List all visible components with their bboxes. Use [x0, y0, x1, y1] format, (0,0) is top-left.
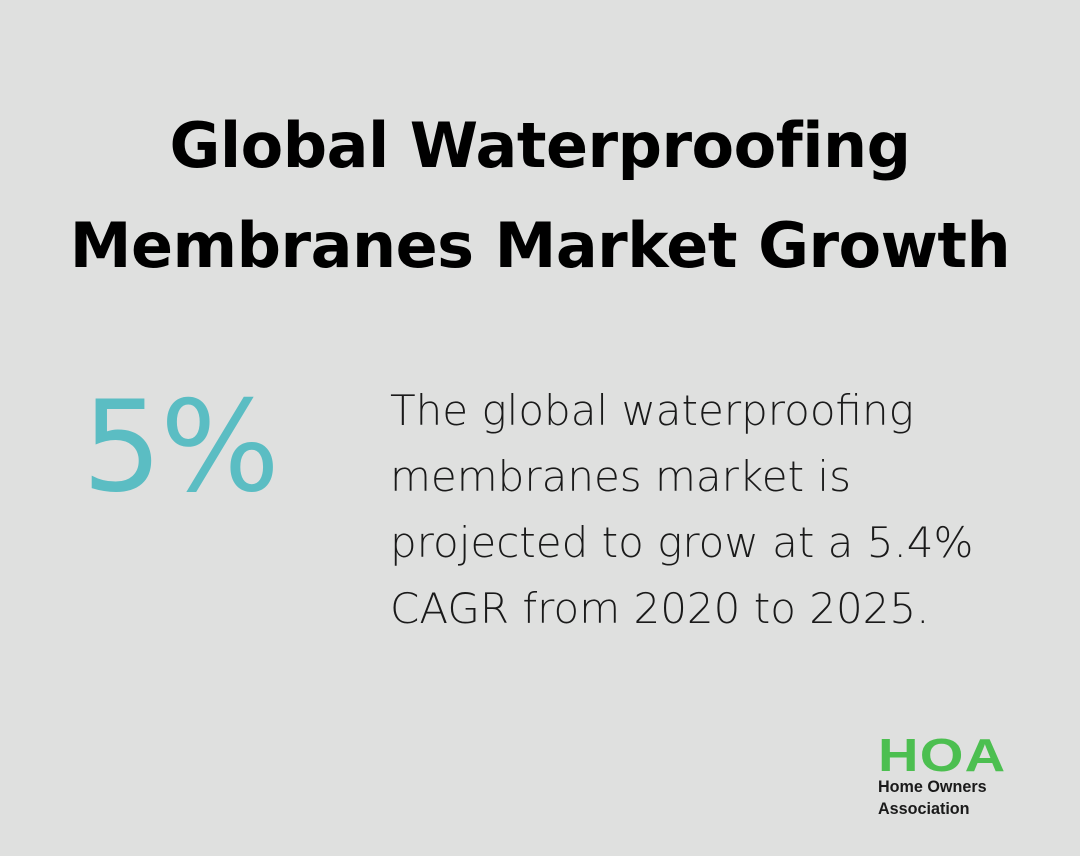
title-line-2: Membranes Market Growth — [69, 209, 1011, 282]
page-title: Global Waterproofing Membranes Market Gr… — [0, 96, 1080, 296]
stat-description-line: CAGR from 2020 to 2025. — [390, 584, 930, 633]
stat-description-line: membranes market is — [390, 452, 851, 501]
stat-value: 5% — [82, 373, 280, 520]
stat-description: The global waterproofing membranes marke… — [390, 378, 1030, 642]
logo-line-1: Home Owners — [878, 777, 987, 796]
logo-mark: HOA — [878, 729, 1007, 781]
hoa-logo: HOA Home Owners Association — [878, 732, 1048, 820]
logo-line-2: Association — [878, 799, 970, 818]
stat-description-line: projected to grow at a 5.4% — [390, 518, 974, 567]
stat-description-line: The global waterproofing — [390, 386, 914, 435]
title-line-1: Global Waterproofing — [169, 109, 911, 182]
